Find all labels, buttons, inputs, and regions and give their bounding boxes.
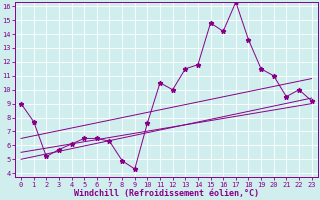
X-axis label: Windchill (Refroidissement éolien,°C): Windchill (Refroidissement éolien,°C) (74, 189, 259, 198)
